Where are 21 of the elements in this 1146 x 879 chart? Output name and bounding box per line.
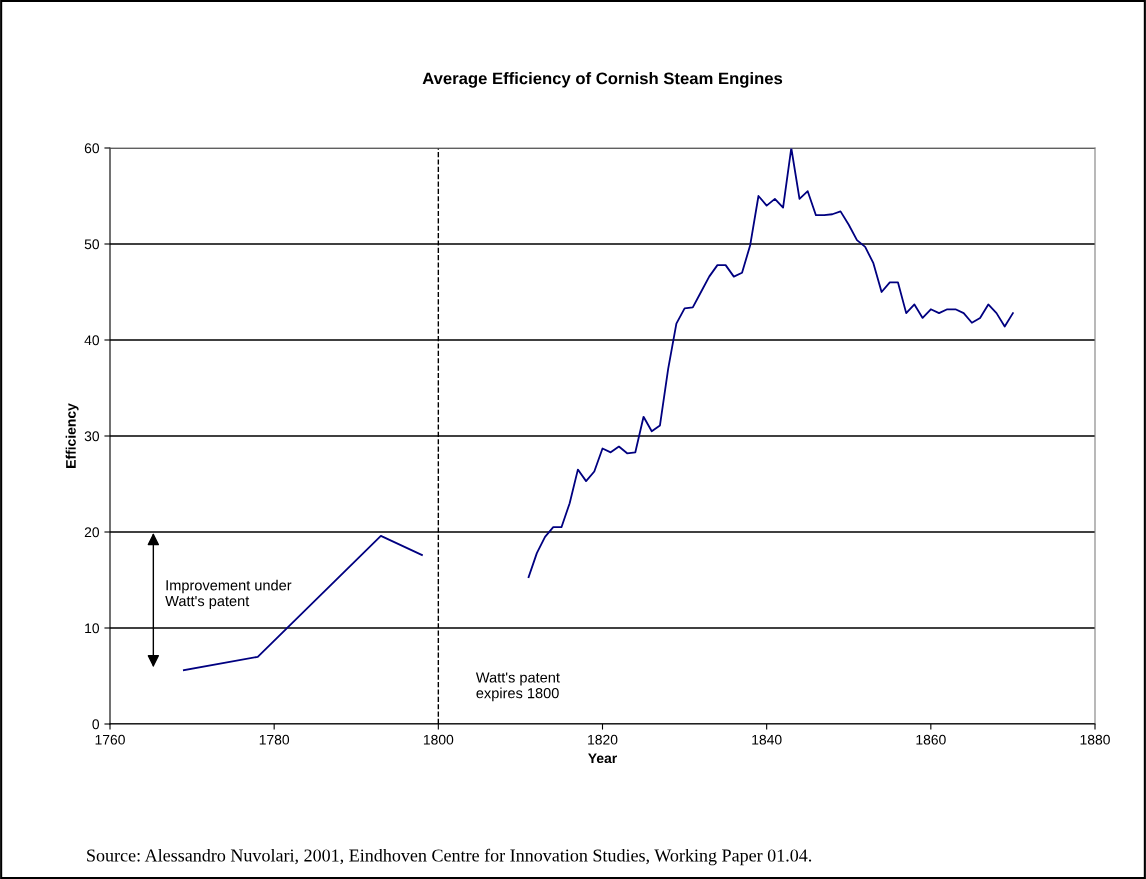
y-tick-label: 10 bbox=[85, 623, 100, 634]
y-tick-label: 20 bbox=[84, 527, 100, 538]
annotation: Improvement under Watt's patent bbox=[165, 579, 292, 610]
y-axis-title: Efficiency bbox=[65, 403, 79, 468]
x-tick-label: 1760 bbox=[95, 734, 125, 745]
ref-line-label: Watt's patent expires 1800 bbox=[475, 672, 560, 702]
x-tick-label: 1820 bbox=[588, 734, 618, 745]
y-tick-label: 0 bbox=[92, 719, 100, 730]
x-tick-label: 1860 bbox=[916, 734, 946, 745]
y-tick-label: 30 bbox=[84, 431, 100, 442]
line-series bbox=[527, 148, 1014, 579]
x-axis-title: Year bbox=[588, 753, 617, 764]
source-note: Source: Alessandro Nuvolari, 2001, Eindhoven Centre for Innovation Studies, Working Paper 01.04. bbox=[87, 848, 812, 866]
chart-title: Average Efficiency of Cornish Steam Engines bbox=[422, 72, 783, 88]
x-tick-label: 1880 bbox=[1080, 734, 1110, 745]
x-tick-label: 1780 bbox=[259, 734, 290, 745]
y-tick-label: 50 bbox=[84, 239, 100, 250]
x-tick-label: 1800 bbox=[423, 734, 454, 745]
y-tick-label: 60 bbox=[84, 143, 100, 154]
x-tick-label: 1840 bbox=[752, 734, 782, 745]
y-tick-label: 40 bbox=[84, 335, 100, 346]
